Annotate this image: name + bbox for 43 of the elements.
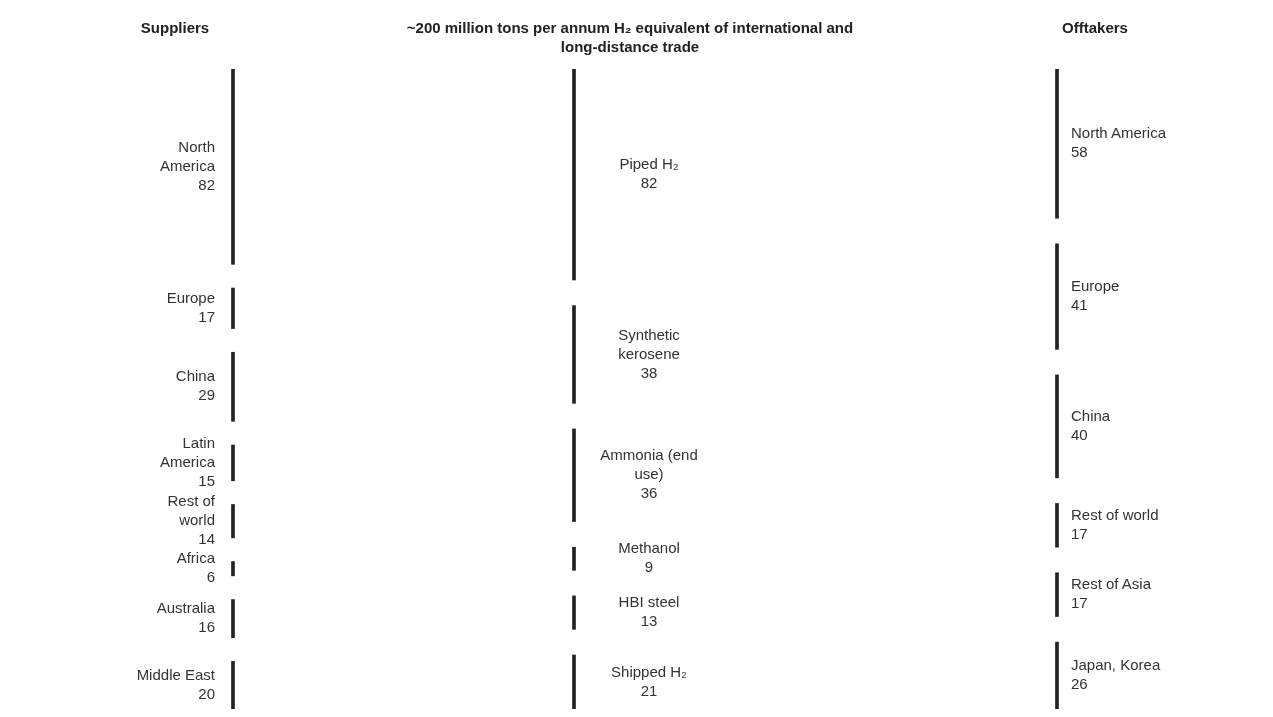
text: Offtakers [1061, 18, 1129, 37]
data-label: 17 [1071, 524, 1088, 542]
data-label: 16 [198, 618, 215, 636]
category-label: North America [159, 137, 216, 174]
data-label: 17 [1071, 594, 1088, 612]
data-label: 41 [1071, 296, 1088, 314]
category-label: Methanol [618, 539, 680, 557]
data-label: 58 [1071, 143, 1088, 161]
category-label: HBI steel [618, 593, 680, 611]
data-label: 40 [1071, 426, 1088, 444]
category-label: Shipped H₂ [611, 662, 688, 680]
category-label: Australia [156, 599, 216, 617]
category-label: Rest of Asia [1071, 575, 1152, 593]
data-label: 14 [198, 530, 215, 548]
data-label: 26 [1071, 675, 1088, 693]
category-label: Europe [1071, 277, 1120, 295]
data-label: 82 [198, 175, 215, 193]
category-label: Piped H₂ [619, 155, 679, 173]
category-label: Europe [166, 288, 215, 306]
data-label: 82 [640, 174, 658, 192]
data-label: 20 [198, 684, 215, 702]
data-label: 15 [198, 472, 215, 490]
category-label: Latin America [159, 434, 216, 471]
data-label: 17 [198, 307, 215, 325]
data-label: 21 [640, 681, 658, 699]
data-label: 29 [198, 386, 215, 404]
category-label: Africa [176, 549, 216, 567]
category-label: Rest of world [1071, 505, 1159, 523]
category-label: Japan, Korea [1071, 656, 1161, 674]
data-label: 6 [206, 568, 215, 586]
data-label: 36 [640, 484, 658, 502]
data-label: 13 [640, 612, 658, 630]
data-label: 38 [640, 363, 658, 381]
category-label: China [1071, 407, 1111, 425]
category-label: China [175, 367, 216, 385]
text: ~200 million tons per annum H₂ equivalent of international and long-distance trade [405, 18, 855, 56]
data-label: 9 [644, 558, 654, 576]
category-label: Middle East [136, 665, 216, 683]
category-label: Synthetic kerosene [618, 325, 681, 362]
category-label: North America [1071, 124, 1167, 142]
category-label: Ammonia (end use) [600, 446, 698, 483]
category-label: Rest of world [167, 492, 216, 529]
text: Suppliers [139, 18, 211, 37]
